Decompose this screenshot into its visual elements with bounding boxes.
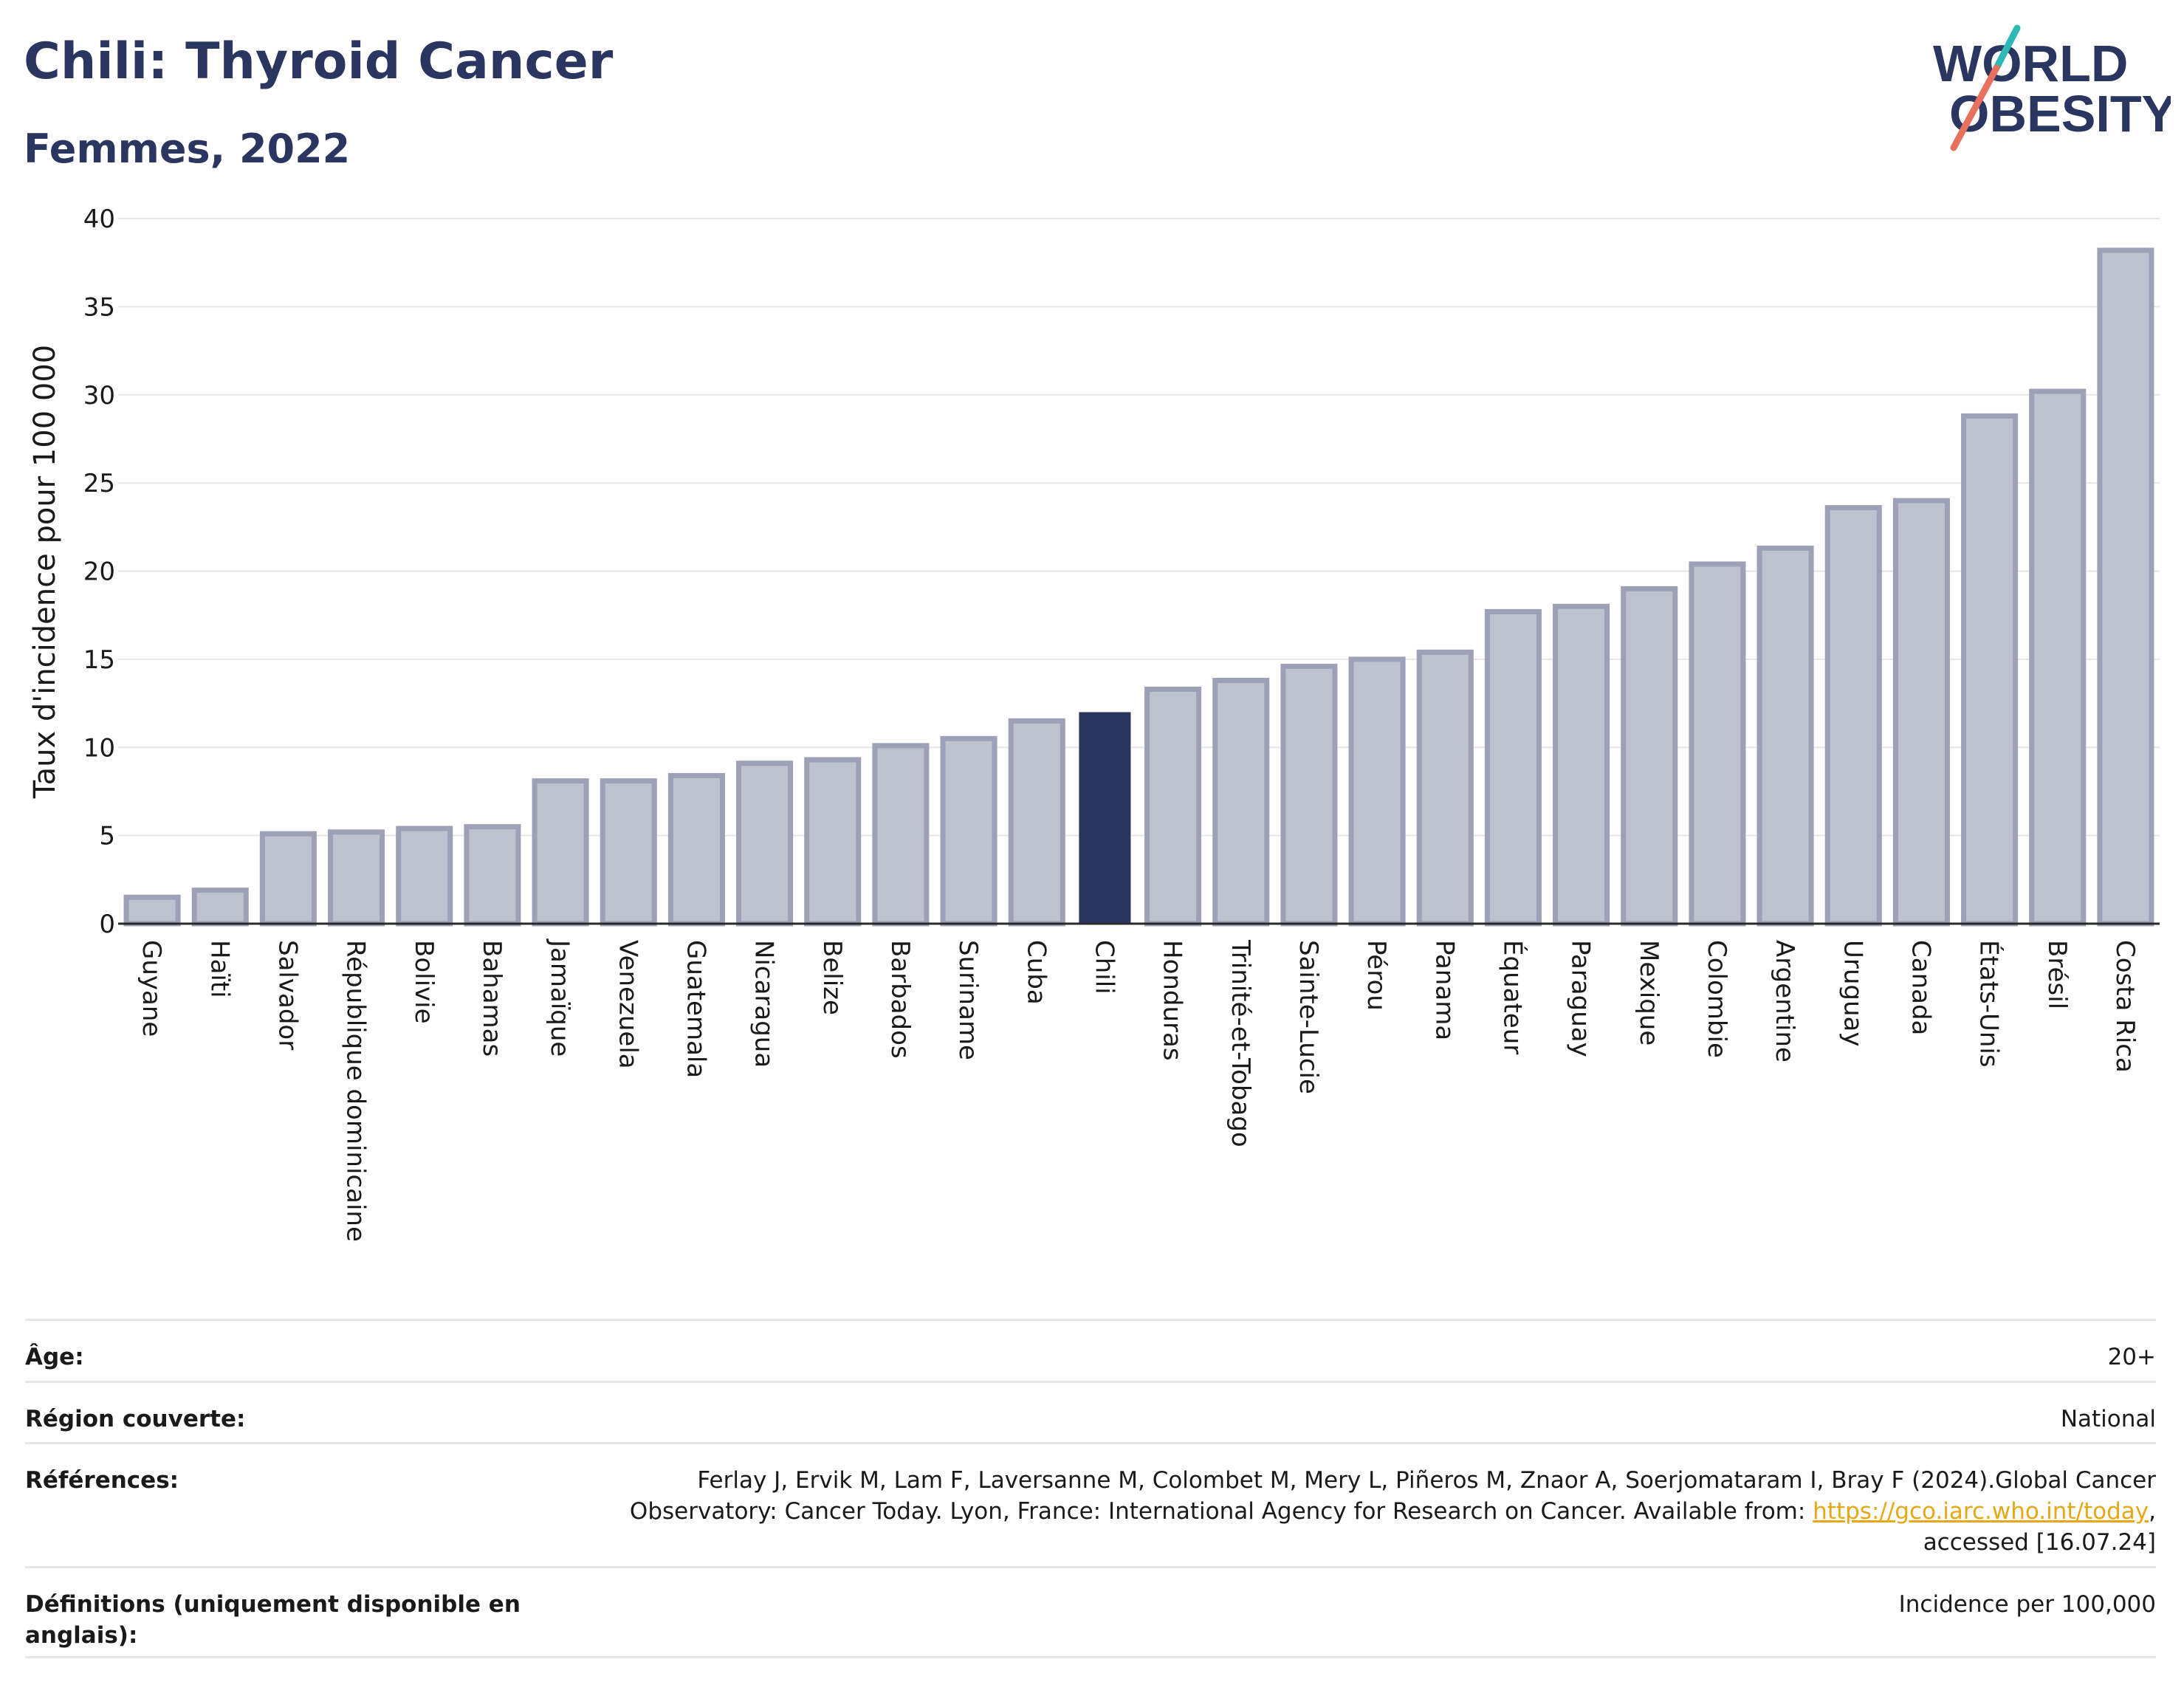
definitions-value: Incidence per 100,000 <box>1898 1591 2156 1618</box>
bar <box>1280 663 1338 927</box>
x-tick-label: Brésil <box>2042 940 2072 1009</box>
y-tick-label: 5 <box>99 822 115 851</box>
x-tick-label: Mexique <box>1634 940 1663 1046</box>
world-obesity-logo: WORLD OBESITY <box>1933 24 2171 151</box>
meta-row-definitions: Définitions (uniquement disponible en an… <box>25 1566 2156 1658</box>
x-tick-label: Bolivie <box>409 940 439 1024</box>
x-tick-label: Chili <box>1089 940 1119 995</box>
bar <box>600 778 657 927</box>
references-link[interactable]: https://gco.iarc.who.int/today <box>1813 1498 2149 1525</box>
chart-title: Chili: Thyroid Cancer <box>24 32 614 91</box>
age-value: 20+ <box>2107 1344 2156 1370</box>
bar <box>191 888 249 927</box>
logo-line2: OBESITY <box>1949 85 2171 143</box>
y-tick-label: 30 <box>83 381 115 411</box>
bar <box>872 743 930 927</box>
bar <box>1824 505 1882 927</box>
meta-row-references: Références: Ferlay J, Ervik M, Lam F, La… <box>25 1442 2156 1566</box>
bar <box>1757 545 1814 927</box>
x-tick-label: Guatemala <box>681 940 710 1078</box>
bar <box>1892 498 1950 927</box>
x-tick-label: Honduras <box>1158 940 1187 1061</box>
bar <box>1348 656 1406 927</box>
y-tick-label: 25 <box>83 469 115 498</box>
x-tick-label: Barbados <box>885 940 915 1059</box>
x-tick-label: Pérou <box>1361 940 1391 1011</box>
x-tick-label: Argentine <box>1770 940 1799 1062</box>
bar <box>123 894 181 927</box>
metadata-table: Âge: 20+ Région couverte: National Référ… <box>25 1319 2156 1658</box>
references-value: Ferlay J, Ervik M, Lam F, Laversanne M, … <box>576 1465 2156 1558</box>
references-accessed: , accessed [16.07.24] <box>1923 1498 2156 1556</box>
bar <box>1689 561 1746 927</box>
x-tick-label: Canada <box>1906 940 1935 1035</box>
y-tick-label: 0 <box>99 910 115 939</box>
x-tick-label: Belize <box>817 940 847 1015</box>
x-tick-label: Guyane <box>137 940 166 1037</box>
x-tick-label: Trinité-et-Tobago <box>1226 939 1255 1147</box>
x-tick-label: États-Unis <box>1974 940 2005 1068</box>
bar <box>667 772 725 927</box>
x-tick-label: Salvador <box>272 940 302 1050</box>
x-tick-label: Uruguay <box>1838 940 1867 1047</box>
x-tick-label: Panama <box>1429 940 1459 1040</box>
bar <box>1621 586 1678 927</box>
x-tick-label: Nicaragua <box>749 940 779 1068</box>
chart-subtitle: Femmes, 2022 <box>24 126 351 172</box>
bar <box>1008 718 1065 927</box>
bar-chart: 0 5 10 15 20 25 30 35 40 Taux d'incidence pour 10… <box>28 205 2160 1242</box>
y-tick-label: 15 <box>83 645 115 675</box>
region-value: National <box>2060 1406 2156 1432</box>
x-tick-label: Jamaïque <box>545 938 574 1057</box>
logo-line1: WORLD <box>1933 35 2128 92</box>
x-tick-label: Paraguay <box>1566 940 1596 1057</box>
bar <box>2029 388 2087 927</box>
meta-row-region: Région couverte: National <box>25 1381 2156 1442</box>
x-tick-label: Suriname <box>953 940 983 1060</box>
bar <box>1212 678 1270 927</box>
bar <box>1484 608 1542 927</box>
y-tick-label: 10 <box>83 733 115 763</box>
x-tick-label: République dominicaine <box>341 940 371 1242</box>
logo-slash-coral <box>1950 64 2000 151</box>
x-tick-label: Venezuela <box>613 940 642 1069</box>
y-axis-label: Taux d'incidence pour 100 000 <box>28 345 62 799</box>
age-label: Âge: <box>25 1344 84 1370</box>
bar <box>1961 413 2019 927</box>
bar <box>736 761 794 927</box>
bar <box>396 825 453 927</box>
bar <box>532 778 589 927</box>
region-label: Région couverte: <box>25 1406 246 1432</box>
references-label: Références: <box>25 1467 179 1494</box>
y-tick-label: 40 <box>83 205 115 234</box>
logo-slash-teal <box>1993 24 2021 72</box>
bar <box>2097 247 2154 927</box>
meta-row-age: Âge: 20+ <box>25 1319 2156 1381</box>
x-tick-label: Bahamas <box>477 940 506 1057</box>
y-tick-label: 35 <box>83 292 115 322</box>
bar <box>1079 712 1131 924</box>
bar <box>464 824 521 927</box>
bar <box>1553 603 1610 927</box>
bar <box>1416 649 1474 927</box>
bar <box>940 735 997 927</box>
references-text: Ferlay J, Ervik M, Lam F, Laversanne M, … <box>629 1467 2156 1525</box>
x-tick-label: Équateur <box>1497 940 1528 1054</box>
bar <box>804 757 862 927</box>
bar <box>259 831 317 927</box>
x-tick-label: Sainte-Lucie <box>1294 940 1323 1094</box>
definitions-label: Définitions (uniquement disponible en an… <box>25 1591 521 1649</box>
bar <box>1144 686 1202 927</box>
x-tick-label: Cuba <box>1021 940 1051 1005</box>
bar <box>328 829 385 927</box>
y-tick-label: 20 <box>83 557 115 587</box>
x-tick-label: Haïti <box>205 940 234 998</box>
x-tick-label: Costa Rica <box>2110 940 2140 1073</box>
x-tick-label: Colombie <box>1702 940 1731 1058</box>
